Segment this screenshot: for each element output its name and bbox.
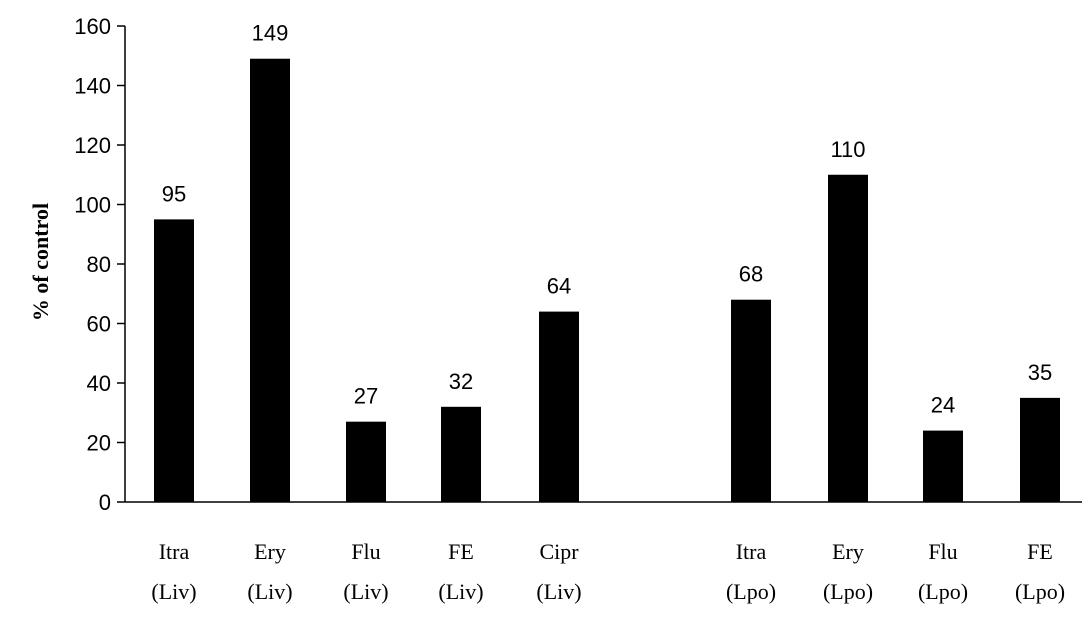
bars (154, 58, 1060, 502)
data-label: 110 (830, 137, 865, 162)
category-label-line1: Cipr (539, 539, 579, 564)
bar (731, 299, 771, 502)
category-label-line2: (Liv) (438, 579, 483, 604)
data-label: 35 (1028, 360, 1052, 385)
data-label: 32 (449, 369, 473, 394)
y-tick-label: 140 (74, 74, 111, 99)
y-axis-title: % of control (28, 203, 53, 321)
bar (539, 311, 579, 502)
category-label-line2: (Liv) (247, 579, 292, 604)
category-label-line1: Ery (832, 539, 864, 564)
data-label: 27 (354, 384, 378, 409)
category-label-line2: (Lpo) (918, 579, 968, 604)
category-label-line2: (Liv) (151, 579, 196, 604)
category-label-line2: (Liv) (343, 579, 388, 604)
data-label: 149 (252, 21, 289, 46)
bar (441, 406, 481, 502)
data-labels: 95 149 27 32 64 68 110 24 35 (162, 21, 1052, 418)
y-tick-label: 160 (74, 14, 111, 39)
y-tick-label: 40 (87, 371, 111, 396)
category-label-line1: FE (1027, 539, 1053, 564)
category-label-line2: (Lpo) (726, 579, 776, 604)
bar (346, 421, 386, 502)
category-label-line1: Itra (159, 539, 190, 564)
y-tick-label: 20 (87, 431, 111, 456)
data-label: 64 (547, 274, 571, 299)
y-tick-label: 100 (74, 193, 111, 218)
category-label-line2: (Lpo) (1015, 579, 1065, 604)
data-label: 95 (162, 181, 186, 206)
data-label: 68 (739, 262, 763, 287)
category-label-line2: (Lpo) (823, 579, 873, 604)
y-axis-ticks: 0 20 40 60 80 100 120 140 160 (74, 14, 125, 515)
bar (828, 174, 868, 502)
y-tick-label: 0 (99, 490, 111, 515)
category-labels: Itra (Liv) Ery (Liv) Flu (Liv) FE (Liv) Cipr (Liv… (151, 539, 1065, 604)
bar (923, 430, 963, 502)
category-label-line1: Itra (736, 539, 767, 564)
category-label-line1: FE (448, 539, 474, 564)
data-label: 24 (931, 393, 955, 418)
category-label-line1: Flu (928, 539, 957, 564)
category-label-line1: Ery (254, 539, 286, 564)
bar (1020, 397, 1060, 502)
category-label-line2: (Liv) (536, 579, 581, 604)
y-tick-label: 60 (87, 312, 111, 337)
y-tick-label: 120 (74, 133, 111, 158)
y-tick-label: 80 (87, 252, 111, 277)
bar (154, 219, 194, 502)
category-label-line1: Flu (351, 539, 380, 564)
bar (250, 58, 290, 502)
